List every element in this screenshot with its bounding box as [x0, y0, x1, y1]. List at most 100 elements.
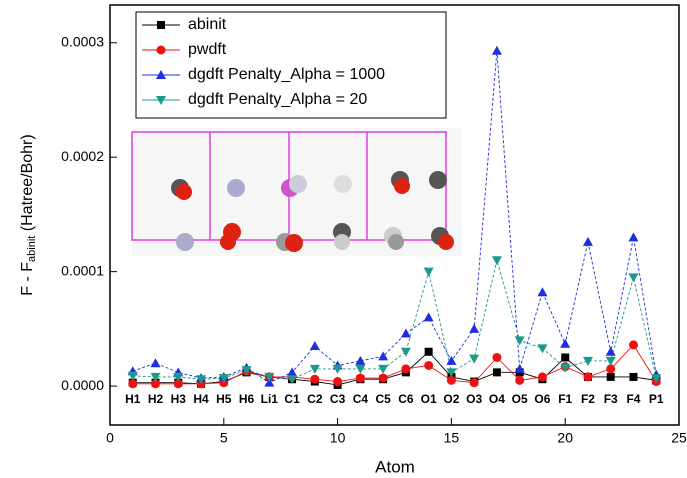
marker — [583, 372, 593, 382]
marker — [628, 273, 639, 283]
marker — [355, 373, 365, 383]
category-label: O4 — [489, 392, 505, 406]
marker — [150, 358, 161, 368]
marker — [264, 377, 275, 387]
y-tick-label: 0.0001 — [61, 262, 104, 278]
marker — [606, 372, 615, 381]
marker — [355, 355, 366, 365]
marker — [156, 96, 166, 105]
marker — [310, 374, 320, 384]
category-label: H3 — [171, 392, 187, 406]
marker — [628, 232, 639, 242]
category-label: F2 — [581, 392, 595, 406]
marker — [537, 344, 548, 354]
marker — [156, 70, 166, 79]
category-label: C3 — [330, 392, 346, 406]
marker — [355, 364, 366, 374]
marker — [309, 341, 320, 351]
marker — [423, 312, 434, 322]
category-label: Li1 — [261, 392, 279, 406]
x-tick-label: 15 — [444, 430, 460, 446]
legend-label: pwdft — [188, 41, 227, 58]
x-axis-title: Atom — [375, 457, 415, 476]
marker — [446, 368, 457, 378]
marker — [491, 45, 502, 55]
category-label: F3 — [604, 392, 618, 406]
marker — [492, 352, 502, 362]
plot-frame — [109, 4, 680, 426]
marker — [241, 366, 252, 376]
category-label: P1 — [649, 392, 664, 406]
category-label: F4 — [626, 392, 640, 406]
marker — [469, 354, 480, 364]
category-label: O6 — [534, 392, 550, 406]
category-label: C5 — [375, 392, 391, 406]
marker — [423, 267, 434, 277]
category-label: C2 — [307, 392, 323, 406]
series-line — [132, 351, 657, 386]
marker — [514, 363, 525, 373]
marker — [582, 356, 593, 366]
category-label: O1 — [421, 392, 437, 406]
y-tick-label: 0.0000 — [61, 377, 104, 393]
x-tick-label: 0 — [106, 430, 114, 446]
category-label: O3 — [466, 392, 482, 406]
marker — [196, 375, 207, 385]
marker — [605, 356, 616, 366]
marker — [469, 378, 479, 388]
category-label: C1 — [284, 392, 300, 406]
marker — [515, 375, 525, 385]
legend: abinit pwdft dgdft Penalty_Alpha = 1000 dgd… — [135, 11, 447, 119]
category-label: H2 — [148, 392, 164, 406]
marker — [628, 340, 638, 350]
marker — [629, 372, 638, 381]
marker — [651, 374, 662, 384]
marker — [424, 347, 433, 356]
marker — [401, 364, 411, 374]
category-label: C4 — [353, 392, 369, 406]
legend-label: dgdft Penalty_Alpha = 20 — [188, 91, 367, 108]
marker — [287, 367, 298, 377]
marker — [150, 372, 161, 382]
legend-label: abinit — [188, 16, 227, 33]
category-label: H1 — [125, 392, 141, 406]
x-tick-label: 5 — [220, 430, 228, 446]
category-label: H6 — [239, 392, 255, 406]
marker — [469, 323, 480, 333]
y-tick-label: 0.0003 — [61, 33, 104, 49]
marker — [560, 338, 571, 348]
marker — [537, 372, 547, 382]
marker — [492, 368, 501, 377]
marker — [332, 364, 343, 374]
marker — [446, 355, 457, 365]
marker — [156, 45, 166, 55]
marker — [287, 375, 298, 385]
marker — [309, 364, 320, 374]
marker — [561, 353, 570, 362]
marker — [173, 379, 183, 389]
marker — [606, 364, 616, 374]
marker — [333, 377, 343, 387]
marker — [514, 336, 525, 346]
marker — [582, 236, 593, 246]
x-tick-label: 10 — [330, 430, 346, 446]
marker — [157, 21, 165, 29]
series-line — [132, 260, 657, 380]
marker — [446, 375, 456, 385]
y-tick-label: 0.0002 — [61, 148, 104, 164]
y-title-sub: abinit — [26, 236, 38, 262]
y-axis-title: F - Fabinit (Hatree/Bohr) — [19, 134, 38, 295]
category-label: H4 — [193, 392, 209, 406]
inset-image — [131, 128, 462, 256]
marker — [128, 379, 138, 389]
legend-label: dgdft Penalty_Alpha = 1000 — [188, 66, 385, 83]
marker — [173, 372, 184, 382]
y-title-main: F - F — [19, 262, 36, 296]
series-line — [132, 50, 657, 384]
marker — [605, 346, 616, 356]
marker — [218, 374, 229, 384]
marker — [127, 371, 138, 381]
marker — [424, 360, 434, 370]
